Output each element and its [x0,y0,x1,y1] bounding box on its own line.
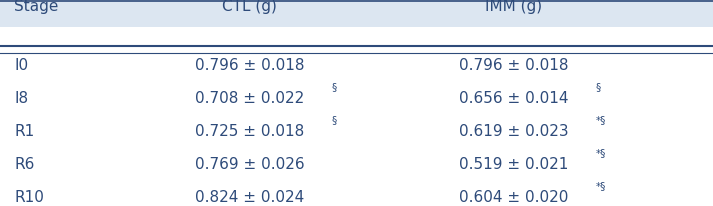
Text: R6: R6 [14,157,35,172]
Text: §: § [332,116,337,125]
Text: 0.725 ± 0.018: 0.725 ± 0.018 [195,124,304,139]
Text: IMM (g): IMM (g) [485,0,542,14]
Text: Stage: Stage [14,0,58,14]
Text: §: § [595,83,600,92]
Text: R1: R1 [14,124,34,139]
Text: 0.796 ± 0.018: 0.796 ± 0.018 [458,59,568,73]
FancyBboxPatch shape [0,0,713,27]
Text: 0.796 ± 0.018: 0.796 ± 0.018 [195,59,304,73]
Text: 0.519 ± 0.021: 0.519 ± 0.021 [458,157,568,172]
Text: 0.769 ± 0.026: 0.769 ± 0.026 [195,157,304,172]
Text: R10: R10 [14,190,44,205]
Text: 0.604 ± 0.020: 0.604 ± 0.020 [458,190,568,205]
Text: I0: I0 [14,59,29,73]
Text: *§: *§ [595,116,606,125]
Text: 0.824 ± 0.024: 0.824 ± 0.024 [195,190,304,205]
Text: CTL (g): CTL (g) [222,0,277,14]
Text: *§: *§ [595,149,606,158]
Text: I8: I8 [14,91,29,106]
Text: §: § [332,83,337,92]
Text: 0.708 ± 0.022: 0.708 ± 0.022 [195,91,304,106]
Text: 0.656 ± 0.014: 0.656 ± 0.014 [458,91,568,106]
Text: *§: *§ [595,181,606,191]
Text: 0.619 ± 0.023: 0.619 ± 0.023 [458,124,568,139]
